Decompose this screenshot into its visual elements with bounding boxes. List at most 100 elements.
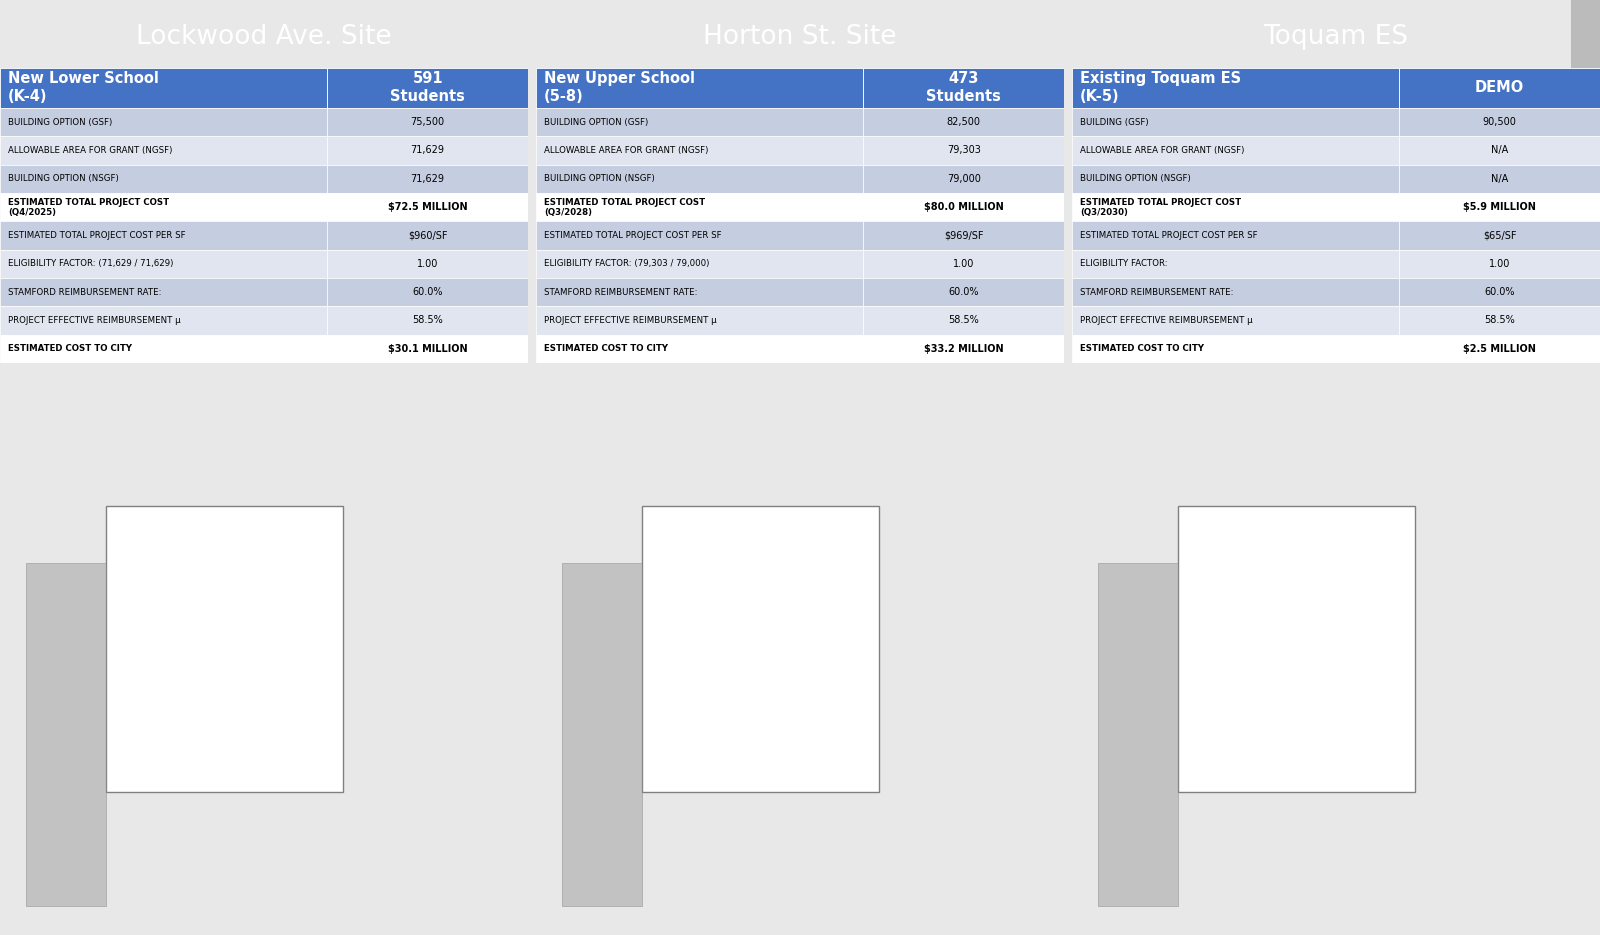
Bar xyxy=(864,68,1064,108)
Bar xyxy=(0,335,328,363)
Bar xyxy=(0,307,328,335)
Bar xyxy=(536,278,864,307)
Text: ESTIMATED COST TO CITY: ESTIMATED COST TO CITY xyxy=(544,344,667,353)
Bar xyxy=(536,108,864,137)
Text: 90,500: 90,500 xyxy=(1483,117,1517,127)
Bar xyxy=(0,222,328,250)
Text: $72.5 MILLION: $72.5 MILLION xyxy=(387,202,467,212)
Bar xyxy=(1072,137,1400,165)
Bar xyxy=(864,137,1064,165)
Text: ESTIMATED COST TO CITY: ESTIMATED COST TO CITY xyxy=(8,344,131,353)
Text: 71,629: 71,629 xyxy=(411,174,445,183)
Bar xyxy=(864,278,1064,307)
Bar xyxy=(1072,222,1400,250)
Bar xyxy=(0,137,328,165)
Bar xyxy=(1072,250,1400,278)
Bar xyxy=(1099,563,1178,906)
Bar xyxy=(642,506,880,792)
Bar xyxy=(1400,222,1600,250)
Bar xyxy=(328,250,528,278)
Bar xyxy=(536,137,864,165)
Bar xyxy=(328,278,528,307)
Bar xyxy=(1072,307,1400,335)
Bar xyxy=(0,68,328,108)
Text: STAMFORD REIMBURSEMENT RATE:: STAMFORD REIMBURSEMENT RATE: xyxy=(544,288,698,296)
Text: BUILDING OPTION (NSGF): BUILDING OPTION (NSGF) xyxy=(1080,174,1190,183)
Bar xyxy=(328,68,528,108)
Text: PROJECT EFFECTIVE REIMBURSEMENT µ: PROJECT EFFECTIVE REIMBURSEMENT µ xyxy=(8,316,181,325)
Bar xyxy=(328,193,528,222)
Text: $969/SF: $969/SF xyxy=(944,230,984,240)
Text: ESTIMATED TOTAL PROJECT COST
(Q3/2028): ESTIMATED TOTAL PROJECT COST (Q3/2028) xyxy=(544,197,706,217)
Bar xyxy=(864,193,1064,222)
Bar xyxy=(1072,165,1400,193)
Text: STAMFORD REIMBURSEMENT RATE:: STAMFORD REIMBURSEMENT RATE: xyxy=(8,288,162,296)
Text: N/A: N/A xyxy=(1491,174,1509,183)
Bar xyxy=(536,68,864,108)
Text: N/A: N/A xyxy=(1491,145,1509,155)
Bar xyxy=(0,193,328,222)
Text: New Lower School
(K-4): New Lower School (K-4) xyxy=(8,71,158,105)
Bar xyxy=(1400,137,1600,165)
Bar xyxy=(0,165,328,193)
Text: 79,000: 79,000 xyxy=(947,174,981,183)
Bar xyxy=(328,108,528,137)
Text: $33.2 MILLION: $33.2 MILLION xyxy=(923,344,1003,353)
Bar xyxy=(1178,506,1414,792)
Text: BUILDING (GSF): BUILDING (GSF) xyxy=(1080,118,1149,126)
Bar xyxy=(0,278,328,307)
Text: STAMFORD REIMBURSEMENT RATE:: STAMFORD REIMBURSEMENT RATE: xyxy=(1080,288,1234,296)
Bar xyxy=(1072,278,1400,307)
Text: BUILDING OPTION (GSF): BUILDING OPTION (GSF) xyxy=(8,118,112,126)
Text: BUILDING OPTION (GSF): BUILDING OPTION (GSF) xyxy=(544,118,648,126)
Text: ELIGIBILITY FACTOR:: ELIGIBILITY FACTOR: xyxy=(1080,259,1168,268)
Text: $65/SF: $65/SF xyxy=(1483,230,1517,240)
Text: ESTIMATED TOTAL PROJECT COST
(Q3/2030): ESTIMATED TOTAL PROJECT COST (Q3/2030) xyxy=(1080,197,1242,217)
Bar xyxy=(864,335,1064,363)
Text: 591
Students: 591 Students xyxy=(390,71,466,105)
Text: Lockwood Ave. Site: Lockwood Ave. Site xyxy=(136,24,392,50)
Text: 75,500: 75,500 xyxy=(411,117,445,127)
Text: ALLOWABLE AREA FOR GRANT (NGSF): ALLOWABLE AREA FOR GRANT (NGSF) xyxy=(544,146,709,155)
Bar xyxy=(536,193,864,222)
Text: ALLOWABLE AREA FOR GRANT (NGSF): ALLOWABLE AREA FOR GRANT (NGSF) xyxy=(1080,146,1245,155)
Bar xyxy=(864,250,1064,278)
Bar xyxy=(26,563,106,906)
Bar xyxy=(864,307,1064,335)
Text: 58.5%: 58.5% xyxy=(949,315,979,325)
Text: ESTIMATED TOTAL PROJECT COST PER SF: ESTIMATED TOTAL PROJECT COST PER SF xyxy=(8,231,186,240)
Text: 58.5%: 58.5% xyxy=(413,315,443,325)
Text: ESTIMATED TOTAL PROJECT COST
(Q4/2025): ESTIMATED TOTAL PROJECT COST (Q4/2025) xyxy=(8,197,170,217)
Text: 60.0%: 60.0% xyxy=(1485,287,1515,297)
Bar xyxy=(0,250,328,278)
Bar xyxy=(328,165,528,193)
Text: $30.1 MILLION: $30.1 MILLION xyxy=(387,344,467,353)
Bar xyxy=(536,335,864,363)
Text: $960/SF: $960/SF xyxy=(408,230,448,240)
Text: ELIGIBILITY FACTOR: (71,629 / 71,629): ELIGIBILITY FACTOR: (71,629 / 71,629) xyxy=(8,259,173,268)
Bar xyxy=(1400,193,1600,222)
Text: $2.5 MILLION: $2.5 MILLION xyxy=(1464,344,1536,353)
Text: 1.00: 1.00 xyxy=(418,259,438,268)
Text: 82,500: 82,500 xyxy=(947,117,981,127)
Text: ESTIMATED TOTAL PROJECT COST PER SF: ESTIMATED TOTAL PROJECT COST PER SF xyxy=(544,231,722,240)
Text: ESTIMATED COST TO CITY: ESTIMATED COST TO CITY xyxy=(1080,344,1203,353)
Text: 79,303: 79,303 xyxy=(947,145,981,155)
Bar xyxy=(1400,307,1600,335)
Text: PROJECT EFFECTIVE REIMBURSEMENT µ: PROJECT EFFECTIVE REIMBURSEMENT µ xyxy=(544,316,717,325)
Bar xyxy=(1072,108,1400,137)
Bar xyxy=(1400,250,1600,278)
Bar xyxy=(563,563,642,906)
Bar xyxy=(1072,335,1400,363)
Text: Horton St. Site: Horton St. Site xyxy=(704,24,896,50)
Bar xyxy=(1072,193,1400,222)
Text: BUILDING OPTION (NSGF): BUILDING OPTION (NSGF) xyxy=(544,174,654,183)
Bar xyxy=(864,108,1064,137)
Bar xyxy=(1400,68,1600,108)
Text: 71,629: 71,629 xyxy=(411,145,445,155)
Text: ELIGIBILITY FACTOR: (79,303 / 79,000): ELIGIBILITY FACTOR: (79,303 / 79,000) xyxy=(544,259,709,268)
Text: New Upper School
(5-8): New Upper School (5-8) xyxy=(544,71,694,105)
Bar xyxy=(328,137,528,165)
Bar xyxy=(536,307,864,335)
Bar xyxy=(1400,278,1600,307)
